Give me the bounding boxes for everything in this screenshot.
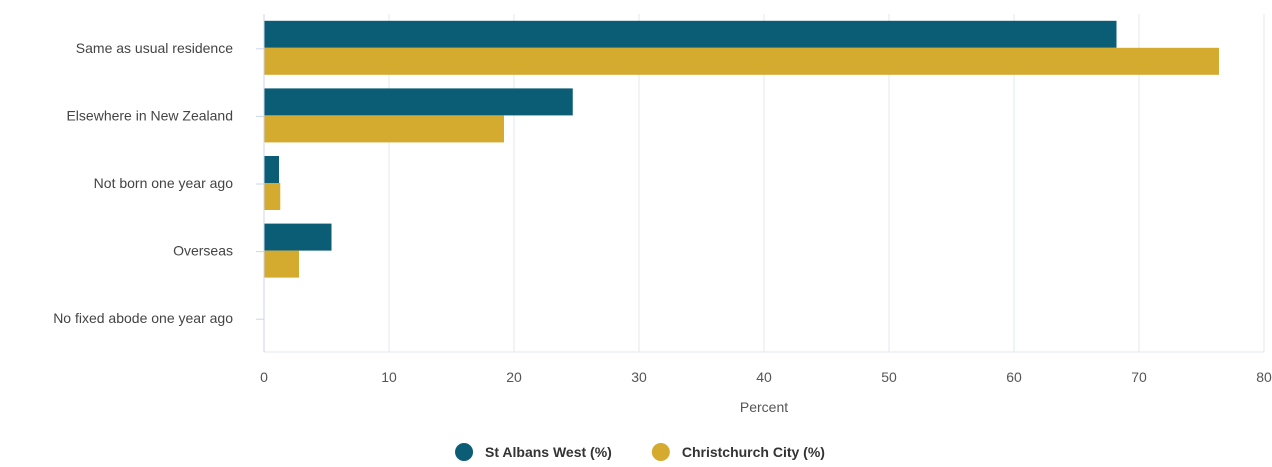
bar-st-albans-west[interactable] bbox=[264, 20, 1117, 48]
bar-christchurch-city[interactable] bbox=[264, 183, 281, 210]
bar-christchurch-city[interactable] bbox=[264, 47, 1219, 75]
legend-label: St Albans West (%) bbox=[485, 444, 612, 460]
legend-marker bbox=[455, 443, 474, 461]
bar-christchurch-city[interactable] bbox=[264, 115, 504, 143]
category-label: Elsewhere in New Zealand bbox=[66, 107, 233, 123]
x-tick-label: 20 bbox=[506, 369, 522, 385]
legend: St Albans West (%) Christchurch City (%) bbox=[455, 443, 825, 461]
category-label: Same as usual residence bbox=[76, 40, 233, 56]
x-tick-labels: 0 10 20 30 40 50 60 70 80 bbox=[260, 369, 1272, 385]
x-tick-label: 80 bbox=[1256, 369, 1272, 385]
legend-label: Christchurch City (%) bbox=[682, 444, 825, 460]
category-label: Not born one year ago bbox=[94, 175, 234, 191]
x-axis-title: Percent bbox=[740, 399, 788, 415]
bar-christchurch-city[interactable] bbox=[264, 250, 299, 278]
legend-item[interactable]: St Albans West (%) bbox=[455, 443, 612, 461]
x-tick-label: 10 bbox=[381, 369, 397, 385]
category-label: Overseas bbox=[173, 243, 233, 259]
x-tick-label: 60 bbox=[1006, 369, 1022, 385]
bar-st-albans-west[interactable] bbox=[264, 223, 332, 251]
x-tick-label: 30 bbox=[631, 369, 647, 385]
bar-st-albans-west[interactable] bbox=[264, 156, 279, 183]
legend-item[interactable]: Christchurch City (%) bbox=[651, 443, 825, 461]
bars bbox=[264, 20, 1219, 278]
x-tick-label: 50 bbox=[881, 369, 897, 385]
x-tick-label: 40 bbox=[756, 369, 772, 385]
category-labels: Same as usual residence Elsewhere in New … bbox=[53, 40, 233, 326]
bar-st-albans-west[interactable] bbox=[264, 88, 573, 116]
x-tick-label: 0 bbox=[260, 369, 268, 385]
axes bbox=[256, 14, 1264, 353]
legend-marker bbox=[651, 443, 670, 461]
x-tick-label: 70 bbox=[1131, 369, 1147, 385]
category-label: No fixed abode one year ago bbox=[53, 310, 233, 326]
